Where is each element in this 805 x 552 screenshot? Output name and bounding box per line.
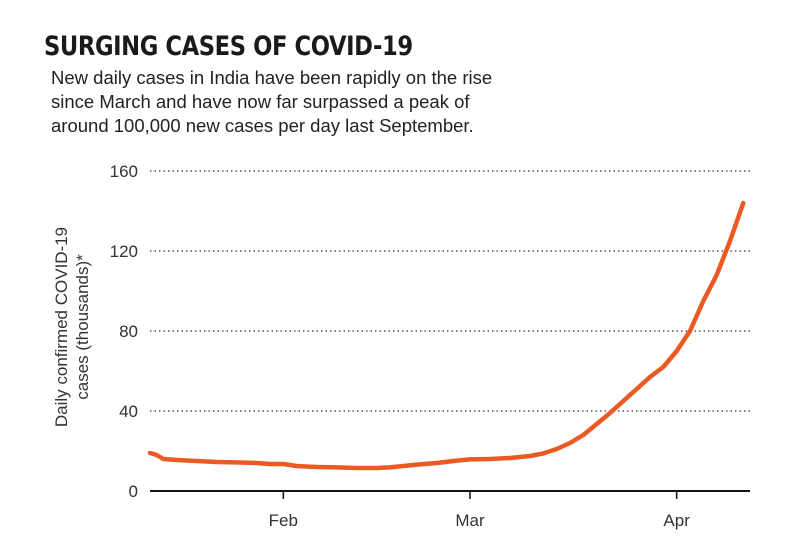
y-tick-label-160: 160 xyxy=(110,162,138,181)
y-tick-labels: 0 40 80 120 160 xyxy=(110,162,138,501)
grid-lines xyxy=(150,170,750,412)
y-axis-label: Daily confirmed COVID-19 cases (thousand… xyxy=(52,227,92,427)
chart-title: SURGING CASES OF COVID-19 xyxy=(44,31,413,62)
y-tick-label-40: 40 xyxy=(119,402,138,421)
subtitle-line-1: New daily cases in India have been rapid… xyxy=(51,67,493,88)
daily-cases-line xyxy=(147,200,746,471)
x-axis-ticks: Feb Mar Apr xyxy=(269,491,690,530)
x-tick-label-mar: Mar xyxy=(455,511,485,530)
chart-subtitle: New daily cases in India have been rapid… xyxy=(51,66,611,138)
subtitle-line-3: around 100,000 new cases per day last Se… xyxy=(51,115,474,136)
x-tick-label-feb: Feb xyxy=(269,511,298,530)
y-tick-label-120: 120 xyxy=(110,242,138,261)
y-axis-label-line-1: Daily confirmed COVID-19 xyxy=(52,227,71,427)
y-axis-label-line-2: cases (thousands)* xyxy=(73,254,92,400)
subtitle-line-2: since March and have now far surpassed a… xyxy=(51,91,470,112)
y-tick-label-0: 0 xyxy=(129,482,138,501)
x-tick-label-apr: Apr xyxy=(663,511,690,530)
y-tick-label-80: 80 xyxy=(119,322,138,341)
